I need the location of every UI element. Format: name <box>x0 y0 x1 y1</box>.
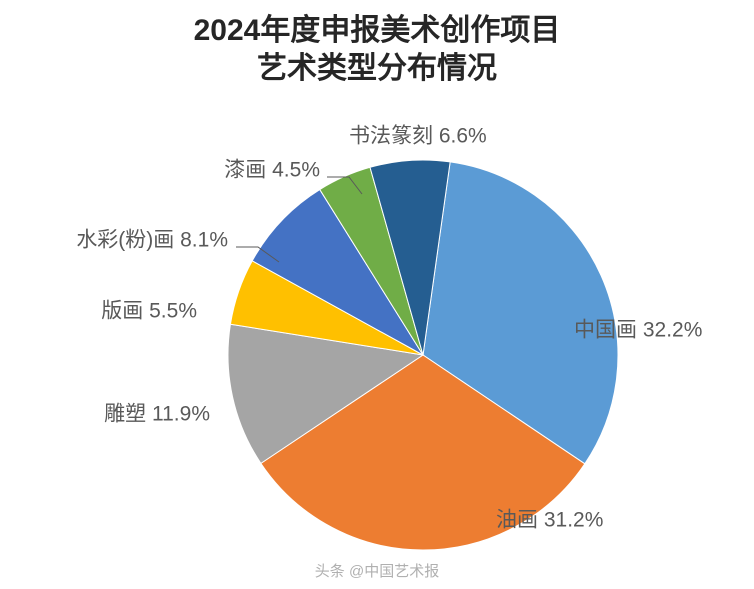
slice-label: 中国画 32.2% <box>574 319 702 342</box>
slice-label: 雕塑 11.9% <box>104 403 210 426</box>
slice-label: 漆画 4.5% <box>224 159 320 182</box>
footer-text: 头条 @中国艺术报 <box>315 563 439 580</box>
slice-label: 版画 5.5% <box>101 300 197 323</box>
footer-attribution: 头条 @中国艺术报 <box>0 560 754 581</box>
pie-chart: 中国画 32.2% 油画 31.2% 雕塑 11.9% 版画 5.5% 水彩(粉)画 8… <box>0 0 754 589</box>
slice-label: 油画 31.2% <box>496 509 603 532</box>
chart-container: 2024年度申报美术创作项目 艺术类型分布情况 中国画 32.2%油画 31.2… <box>0 0 754 589</box>
slice-label: 书法篆刻 6.6% <box>349 125 487 148</box>
slice-label: 水彩(粉)画 8.1% <box>76 229 228 252</box>
